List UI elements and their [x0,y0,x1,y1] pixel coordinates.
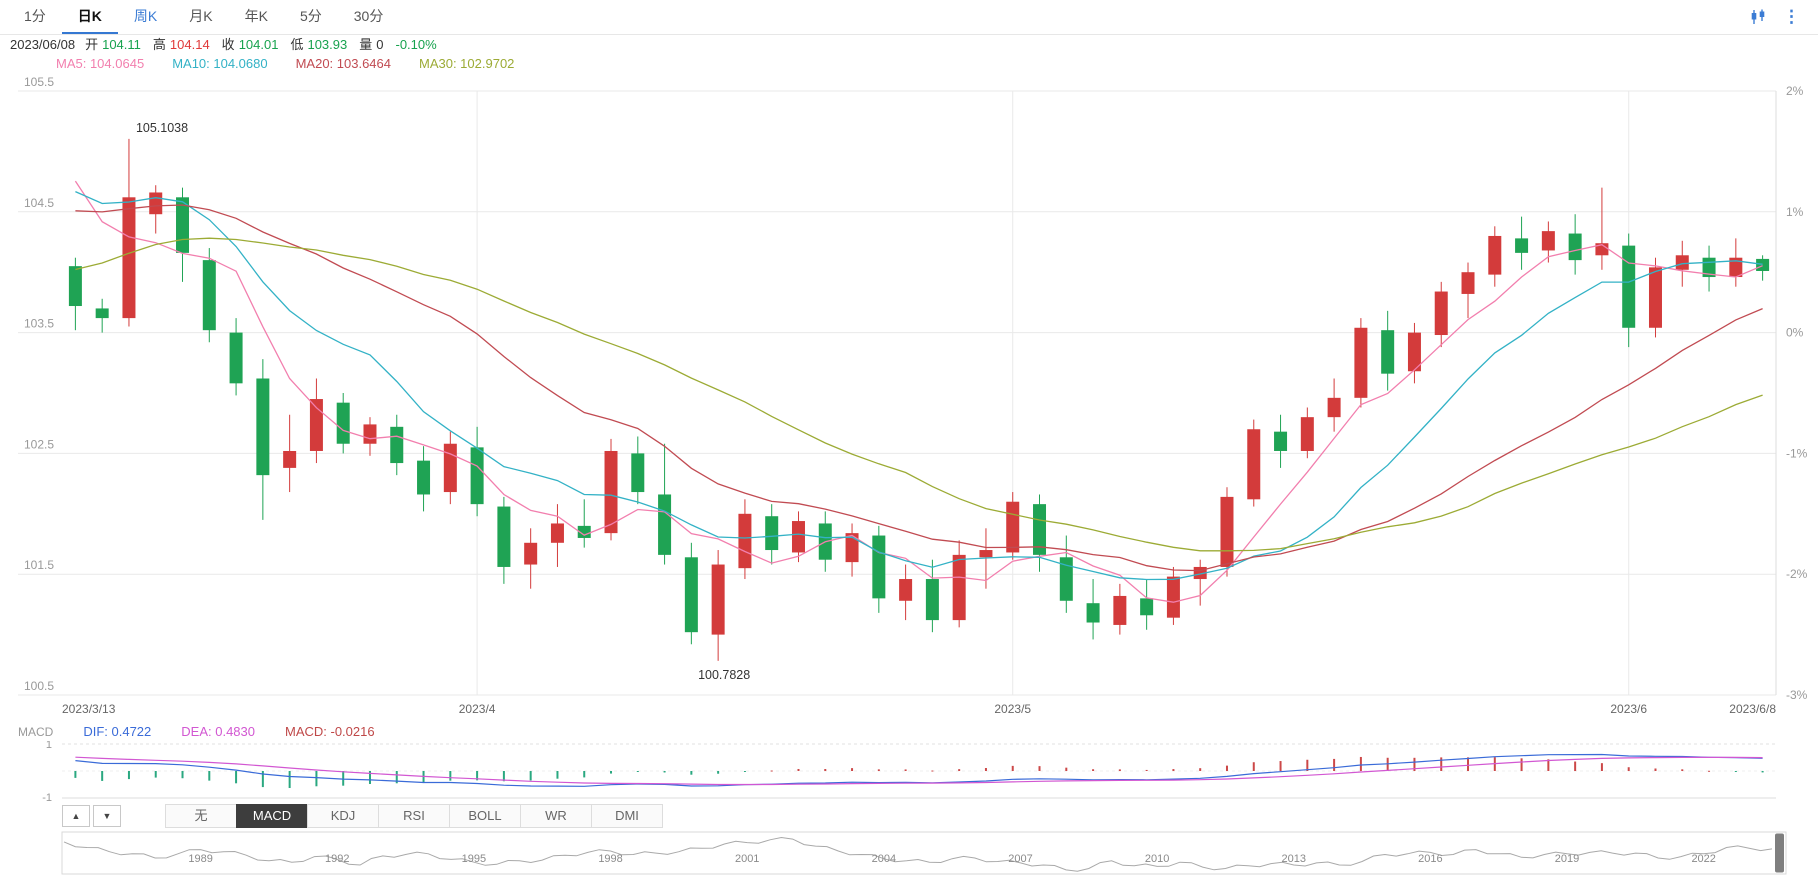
indicator-tabs: 无 MACD KDJ RSI BOLL WR DMI [165,804,663,828]
ma-legend-30: MA30: 102.9702 [419,56,515,71]
year-label: 2001 [735,853,759,865]
ma-overlay-legend: MA5: 104.0645 MA10: 104.0680 MA20: 103.646… [0,55,1818,73]
price-axis-label: 102.5 [24,437,54,451]
indicator-tab-wr[interactable]: WR [520,804,592,828]
indicator-tab-none[interactable]: 无 [165,804,237,828]
indicator-tab-rsi[interactable]: RSI [378,804,450,828]
period-tab-1min[interactable]: 1分 [24,8,46,24]
percent-axis-label: 0% [1786,326,1804,340]
date-axis-label: 2023/5 [994,702,1031,716]
year-label: 2004 [872,853,896,865]
macd-value-macd: MACD: -0.0216 [285,724,375,739]
grid [18,90,1777,696]
quote-field-open: 开 104.11 [85,37,141,52]
dea-line [75,756,1763,786]
indicator-down-button[interactable]: ▼ [93,805,121,827]
date-axis-label: 2023/6 [1610,702,1647,716]
percent-axis-label: 2% [1786,84,1804,98]
year-label: 2013 [1282,853,1306,865]
candlestick-series[interactable] [68,138,1770,661]
kline-style-icon[interactable] [1750,9,1767,25]
indicator-tab-dmi[interactable]: DMI [591,804,663,828]
timeline-navigator[interactable]: 1989 1992 1995 1998 2001 2004 2007 2010 2013 2016… [0,831,1818,877]
period-tab-year[interactable]: 年K [244,8,268,24]
quote-bar: 2023/06/08 开 104.11 高 104.14 收 104.01 低 103.93 量… [0,35,1818,55]
period-tab-30min[interactable]: 30分 [353,8,384,24]
indicator-toolbar: ▲ ▼ 无 MACD KDJ RSI BOLL WR DMI [0,801,1818,831]
year-label: 2022 [1691,853,1715,865]
macd-axis-label: 1 [46,741,52,751]
macd-chart[interactable]: 1 -1 [0,741,1818,801]
price-axis-label: 100.5 [24,679,54,693]
candlestick-chart[interactable]: 105.5 2% 104.5 1% 103.5 0% 102.5 -1% 101.5 -2% 100… [0,73,1818,723]
quote-fields: 开 104.11 高 104.14 收 104.01 低 103.93 量 0 -0.10% [85,35,437,55]
price-axis-label: 105.5 [24,75,54,89]
price-axis-label: 101.5 [24,558,54,572]
macd-histogram [74,756,1764,789]
quote-field-close: 收 104.01 [221,37,279,52]
ma-legend-20: MA20: 103.6464 [295,56,391,71]
price-axis-label: 103.5 [24,317,54,331]
navigator-series [63,836,1773,872]
change-percent: -0.10% [395,37,437,52]
macd-value-dea: DEA: 0.4830 [181,724,255,739]
year-label: 2019 [1555,853,1579,865]
date-axis-label: 2023/4 [459,702,496,716]
year-label: 1995 [462,853,486,865]
year-label: 2010 [1145,853,1169,865]
macd-legend: MACD DIF: 0.4722 DEA: 0.4830 MACD: -0.0216 [0,723,1818,741]
low-annotation: 100.7828 [698,668,750,682]
navigator-frame [61,831,1787,875]
quote-field-low: 低 103.93 [290,37,348,52]
period-tab-month[interactable]: 月K [189,8,213,24]
indicator-tab-boll[interactable]: BOLL [449,804,521,828]
year-label: 1998 [598,853,622,865]
year-label: 2016 [1418,853,1442,865]
period-tabs: 1分 日K 周K 月K 年K 5分 30分 [8,0,399,34]
period-tab-5min[interactable]: 5分 [299,8,322,24]
quote-field-high: 高 104.14 [152,37,210,52]
indicator-tab-macd[interactable]: MACD [236,804,308,828]
price-axis-label: 104.5 [24,196,54,210]
navigator-handle[interactable] [1775,833,1784,873]
indicator-tab-kdj[interactable]: KDJ [307,804,379,828]
ma-legend-10: MA10: 104.0680 [172,56,268,71]
percent-axis-label: -3% [1786,688,1808,702]
macd-value-dif: DIF: 0.4722 [83,724,152,739]
quote-date: 2023/06/08 [10,37,76,52]
percent-axis-label: -1% [1786,446,1808,460]
ma-lines [74,180,1763,603]
percent-axis-label: 1% [1786,205,1804,219]
more-menu-icon[interactable]: ⋮ [1783,7,1800,26]
year-label: 1992 [325,853,349,865]
ma-legend-5: MA5: 104.0645 [56,56,145,71]
indicator-up-button[interactable]: ▲ [62,805,90,827]
macd-values: DIF: 0.4722 DEA: 0.4830 MACD: -0.0216 [83,723,374,741]
macd-axis-label: -1 [42,792,52,801]
high-annotation: 105.1038 [136,121,188,135]
year-label: 2007 [1008,853,1032,865]
date-axis-label: 2023/6/8 [1729,702,1776,716]
period-tab-day[interactable]: 日K [61,0,118,34]
year-label: 1989 [188,853,212,865]
percent-axis-label: -2% [1786,567,1808,581]
period-tabbar: 1分 日K 周K 月K 年K 5分 30分 ⋮ [0,0,1818,35]
period-tab-week[interactable]: 周K [133,8,158,24]
macd-panel-label: MACD [18,725,54,739]
toolbar-icons: ⋮ [1750,0,1810,34]
date-axis-label: 2023/3/13 [62,702,116,716]
